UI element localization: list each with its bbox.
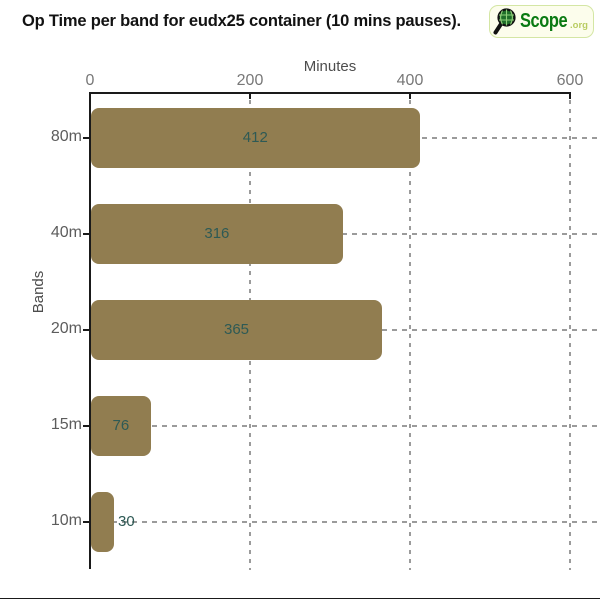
bar: [91, 396, 151, 456]
x-tick-mark: [249, 93, 251, 99]
category-label: 15m: [50, 416, 82, 433]
category-label: 80m: [50, 128, 82, 145]
x-tick-mark: [569, 93, 571, 99]
bottom-border: [0, 597, 600, 599]
x-tick-label: 400: [396, 72, 424, 89]
x-tick-label: 200: [236, 72, 264, 89]
y-tick-mark: [83, 329, 90, 331]
y-tick-mark: [83, 137, 90, 139]
y-tick-mark: [83, 425, 90, 427]
y-tick-mark: [83, 521, 90, 523]
x-gridline: [409, 100, 411, 570]
magnifier-globe-icon: [493, 8, 516, 35]
category-label: 20m: [50, 320, 82, 337]
bar-value-label: 30: [118, 513, 135, 530]
category-label: 40m: [50, 224, 82, 241]
bar: [91, 300, 382, 360]
x-axis-line: [90, 92, 571, 94]
bar-value-label: 412: [242, 129, 268, 146]
x-axis-title: Minutes: [303, 58, 357, 75]
x-tick-label: 0: [85, 72, 95, 89]
y-tick-mark: [83, 233, 90, 235]
bar: [91, 492, 114, 552]
category-gridline: [92, 521, 600, 523]
qscope-logo[interactable]: Scope .org: [488, 5, 594, 38]
logo-brand-text: Scope: [519, 10, 568, 32]
bar: [91, 204, 343, 264]
bar: [91, 108, 420, 168]
category-label: 10m: [50, 512, 82, 529]
bar-value-label: 365: [223, 321, 250, 338]
y-axis-title: Bands: [30, 270, 47, 314]
x-tick-mark: [409, 93, 411, 99]
bar-value-label: 76: [112, 417, 130, 434]
bar-value-label: 316: [204, 225, 230, 242]
x-gridline: [569, 100, 571, 570]
category-gridline: [92, 233, 600, 235]
category-gridline: [92, 425, 600, 427]
x-tick-label: 600: [556, 72, 584, 89]
logo-tld-text: .org: [570, 20, 588, 31]
chart-title: Op Time per band for eudx25 container (1…: [22, 12, 461, 30]
